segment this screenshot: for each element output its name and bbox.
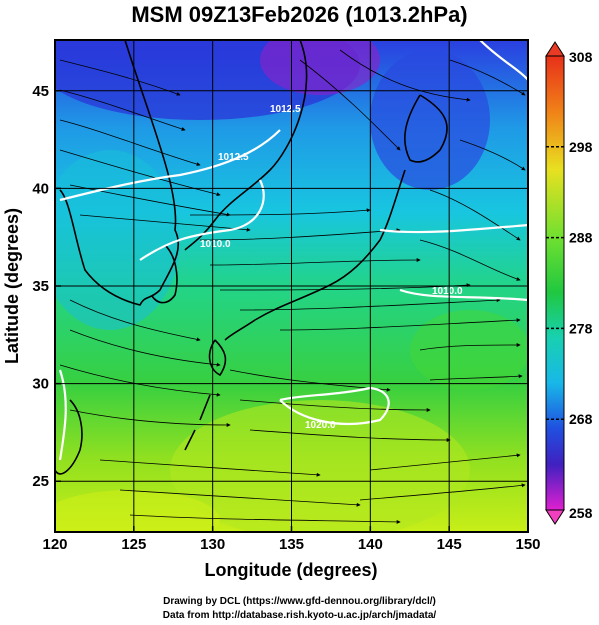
russia-coast xyxy=(184,40,308,251)
isobar-1020 xyxy=(279,386,390,426)
contour-labels: 1012.5 1010.0 1010.0 1020.0 1012.5 xyxy=(200,104,463,431)
ryukyu-islands xyxy=(184,394,211,451)
isobar-1012-5-east xyxy=(399,288,528,302)
y-tick-label: 35 xyxy=(32,278,49,295)
y-tick-label: 25 xyxy=(32,473,49,490)
colorbar-tick-label: 278 xyxy=(569,320,593,336)
y-tick-label: 45 xyxy=(32,83,49,100)
colorbar-min-arrow xyxy=(545,509,565,525)
credits: Drawing by DCL (https://www.gfd-dennou.o… xyxy=(0,595,599,623)
lat-lon-grid xyxy=(55,40,528,532)
wind-streamlines xyxy=(59,49,526,524)
isobar-1010-east xyxy=(379,223,528,234)
isobar-1010-north xyxy=(139,179,265,261)
colorbar-max-arrow xyxy=(545,41,565,57)
x-tick-label: 125 xyxy=(121,536,146,553)
isobar-1012-5 xyxy=(59,129,281,202)
honshu-island xyxy=(224,169,406,341)
credit-data: Data from http://database.rish.kyoto-u.a… xyxy=(162,610,437,621)
isobar-west xyxy=(58,369,67,461)
colorbar-tick-label: 288 xyxy=(569,230,593,246)
colorbar-tick-label: 298 xyxy=(569,139,593,155)
x-axis-ticks: 120 125 130 135 140 145 150 xyxy=(42,526,541,553)
isobar-northeast xyxy=(479,40,528,81)
y-tick-label: 40 xyxy=(32,180,49,197)
contour-label: 1012.5 xyxy=(270,104,301,115)
map-title: MSM 09Z13Feb2026 (1013.2hPa) xyxy=(131,2,468,27)
x-tick-label: 130 xyxy=(200,536,225,553)
contour-label: 1020.0 xyxy=(305,420,336,431)
contour-label: 1010.0 xyxy=(432,286,463,297)
y-axis-title: Latitude (degrees) xyxy=(2,208,22,364)
credit-drawing: Drawing by DCL (https://www.gfd-dennou.o… xyxy=(163,596,436,607)
y-tick-label: 30 xyxy=(32,376,49,393)
colorbar-tick-label: 268 xyxy=(569,411,593,427)
x-tick-label: 145 xyxy=(437,536,462,553)
hokkaido-island xyxy=(404,94,448,163)
contour-label: 1012.5 xyxy=(218,152,249,163)
asia-mainland-coast xyxy=(59,40,180,306)
contour-label: 1010.0 xyxy=(200,239,231,250)
colorbar-tick-label: 308 xyxy=(569,49,593,65)
korea-peninsula xyxy=(151,244,178,304)
temperature-colorbar: 308 298 288 278 268 258 xyxy=(545,41,593,525)
isobars xyxy=(58,40,528,461)
y-axis-ticks: 25 30 35 40 45 xyxy=(32,83,61,490)
x-tick-label: 120 xyxy=(42,536,67,553)
coastlines xyxy=(55,40,448,475)
x-tick-label: 140 xyxy=(358,536,383,553)
kyushu-island xyxy=(208,339,227,377)
x-tick-label: 150 xyxy=(515,536,540,553)
x-tick-label: 135 xyxy=(279,536,304,553)
x-axis-title: Longitude (degrees) xyxy=(204,560,377,580)
colorbar-tick-label: 258 xyxy=(569,505,593,521)
